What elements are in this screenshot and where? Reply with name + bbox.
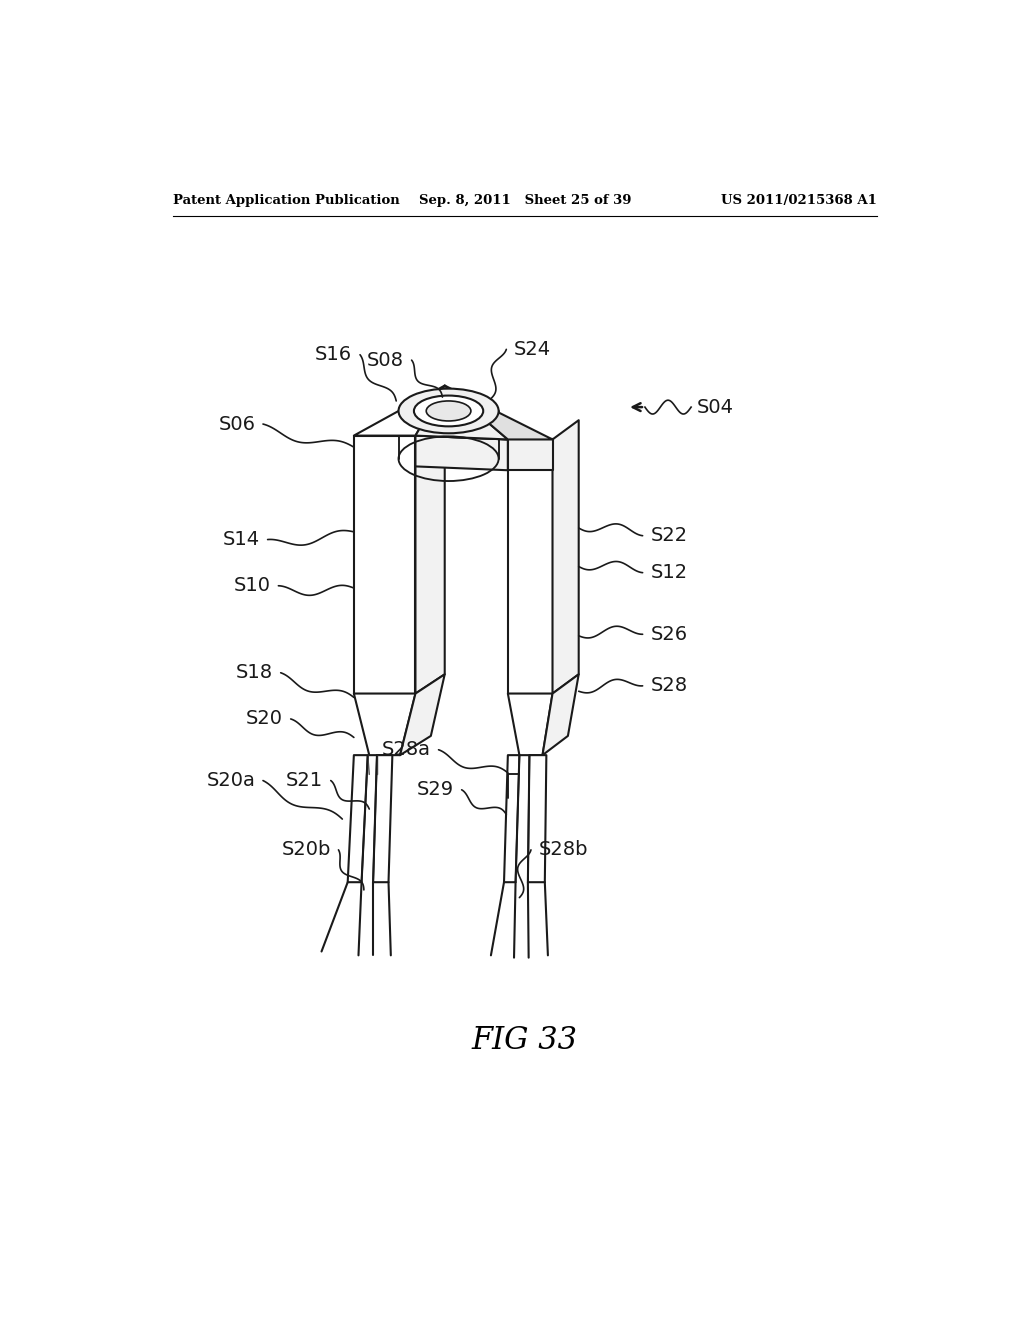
Text: S14: S14 — [223, 531, 260, 549]
Text: Sep. 8, 2011   Sheet 25 of 39: Sep. 8, 2011 Sheet 25 of 39 — [419, 194, 631, 207]
Text: S20: S20 — [246, 709, 283, 729]
Text: S24: S24 — [514, 339, 551, 359]
Polygon shape — [373, 755, 392, 882]
Polygon shape — [543, 675, 579, 755]
Ellipse shape — [398, 388, 499, 433]
Text: US 2011/0215368 A1: US 2011/0215368 A1 — [721, 194, 877, 207]
Text: S12: S12 — [650, 564, 687, 582]
Text: S10: S10 — [233, 577, 270, 595]
Ellipse shape — [426, 401, 471, 421]
Polygon shape — [528, 755, 547, 882]
Polygon shape — [508, 440, 553, 693]
Polygon shape — [354, 436, 416, 693]
Polygon shape — [508, 440, 553, 470]
Text: S16: S16 — [315, 346, 352, 364]
Polygon shape — [553, 420, 579, 693]
Polygon shape — [508, 693, 553, 755]
Text: S29: S29 — [417, 780, 454, 800]
Text: S04: S04 — [696, 397, 733, 417]
Text: S28b: S28b — [539, 841, 588, 859]
Text: S28a: S28a — [382, 741, 431, 759]
Polygon shape — [416, 385, 508, 440]
Ellipse shape — [414, 396, 483, 426]
Polygon shape — [400, 675, 444, 755]
Polygon shape — [416, 436, 508, 470]
Text: S21: S21 — [286, 771, 323, 791]
Text: FIG 33: FIG 33 — [472, 1024, 578, 1056]
Text: S22: S22 — [650, 527, 687, 545]
Polygon shape — [348, 755, 368, 882]
Text: Patent Application Publication: Patent Application Publication — [173, 194, 399, 207]
Polygon shape — [354, 385, 444, 436]
Text: S20a: S20a — [207, 771, 255, 791]
Text: S20b: S20b — [282, 841, 331, 859]
Polygon shape — [504, 755, 519, 882]
Text: S26: S26 — [650, 624, 687, 644]
Polygon shape — [354, 693, 416, 755]
Polygon shape — [416, 416, 444, 693]
Polygon shape — [444, 385, 553, 440]
Text: S18: S18 — [236, 663, 273, 682]
Text: S06: S06 — [218, 414, 255, 433]
Polygon shape — [416, 416, 553, 440]
Text: S08: S08 — [367, 351, 403, 370]
Text: S28: S28 — [650, 676, 687, 696]
